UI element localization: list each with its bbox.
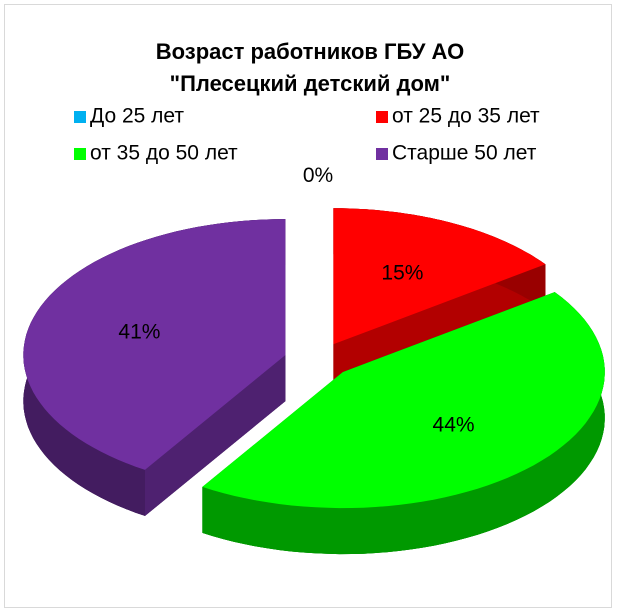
legend-label: от 25 до 35 лет [392,105,540,128]
data-label: 44% [433,414,475,437]
legend-label: До 25 лет [90,105,184,128]
data-label: 41% [118,321,160,344]
legend-swatch [74,148,86,160]
pie-slice [202,292,605,555]
legend-label: Старше 50 лет [392,142,537,165]
chart-title: Возраст работников ГБУ АО "Плесецкий дет… [155,39,465,96]
slice-top [333,208,546,345]
legend-swatch [376,148,388,160]
chart-border [4,4,612,608]
data-label: 0% [303,164,333,187]
slice-side [145,355,286,516]
slice-top [202,292,605,509]
legend-swatch [376,111,388,123]
data-label: 15% [381,262,423,285]
slice-outer-wall [202,292,605,555]
pie-slice [23,219,286,516]
legend-swatch [74,111,86,123]
slice-top [23,219,286,470]
legend-label: от 35 до 50 лет [90,142,238,165]
